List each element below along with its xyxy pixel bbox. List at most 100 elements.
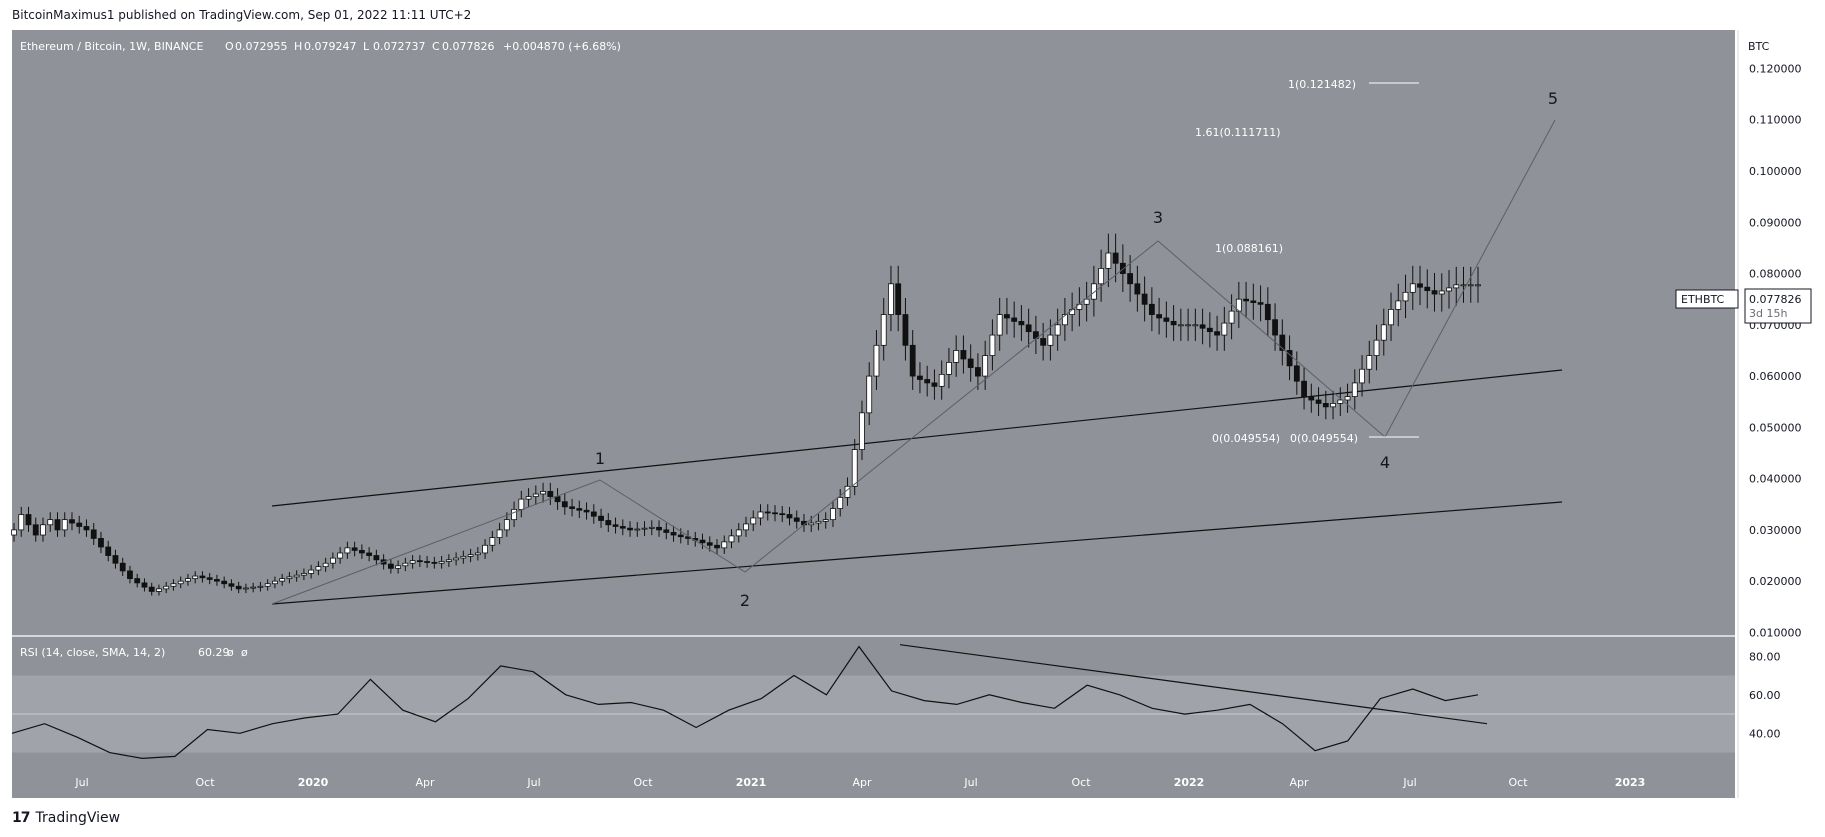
candle-body [438, 561, 445, 564]
candle-body [1424, 286, 1431, 292]
rsi-tick: 60.00 [1749, 689, 1781, 702]
candle-body [917, 375, 923, 380]
tradingview-logo[interactable]: 17 TradingView [12, 807, 120, 829]
candle-body [634, 528, 641, 531]
candle-body [395, 565, 402, 569]
candle-body [808, 522, 815, 526]
candle-body [47, 519, 54, 526]
candle-body [728, 535, 735, 543]
candle-body [1192, 324, 1199, 327]
candle-body [1257, 302, 1264, 305]
candle-body [112, 555, 119, 564]
candle-body [416, 560, 423, 563]
price-tick: 0.010000 [1749, 626, 1802, 639]
candle-body [163, 585, 170, 590]
rsi-trendline [899, 644, 1488, 725]
candle-body [387, 563, 394, 569]
price-axis-bg [1738, 30, 1815, 798]
candle-body [1018, 320, 1025, 326]
candle-body [1330, 403, 1336, 408]
candle-body [619, 526, 626, 529]
candle-body [329, 557, 336, 564]
time-tick: Apr [415, 776, 435, 789]
wave-label: 2 [740, 591, 750, 610]
candle-body [76, 522, 83, 527]
candle-body [358, 550, 365, 554]
candle-body [554, 496, 561, 503]
candle-body [61, 519, 68, 531]
candle-body [590, 511, 597, 517]
symbol-tag-box [1675, 289, 1739, 309]
candle-body [1228, 310, 1235, 324]
candle-body [714, 544, 720, 549]
candle-body [1438, 290, 1445, 295]
candle-body [757, 511, 764, 519]
rsi-tick: 80.00 [1749, 650, 1781, 663]
candle-body [11, 529, 17, 536]
candle-body [880, 314, 887, 346]
currency-label: BTC [1748, 40, 1770, 53]
candle-body [1402, 291, 1409, 302]
candle-body [1025, 324, 1032, 333]
ohlc-value-c: 0.077826 [442, 40, 495, 53]
candle-body [257, 585, 264, 588]
price-tick: 0.090000 [1749, 216, 1802, 229]
candle-body [518, 498, 525, 510]
upper-channel-line [271, 369, 1563, 507]
candle-body [279, 578, 286, 582]
candle-body [243, 587, 249, 590]
candle-body [170, 583, 177, 587]
candle-body [561, 501, 568, 508]
candle-body [648, 526, 655, 529]
candle-body [177, 580, 184, 585]
candle-body [1206, 327, 1213, 333]
candle-body [786, 514, 793, 519]
candle-body [199, 575, 206, 579]
candle-body [409, 560, 416, 564]
candle-body [1119, 262, 1126, 274]
candle-body [221, 580, 228, 585]
candle-body [1148, 303, 1155, 315]
candle-body [69, 519, 75, 524]
candle-body [772, 512, 778, 515]
candle-body [32, 524, 39, 536]
candle-body [301, 573, 307, 576]
ohlc-value-h: 0.079247 [304, 40, 357, 53]
candle-body [866, 375, 873, 414]
bar-countdown: 3d 15h [1749, 307, 1787, 320]
candle-body [996, 314, 1003, 336]
wave-label: 4 [1380, 453, 1390, 472]
price-tick: 0.080000 [1749, 268, 1802, 281]
candle-body [1395, 300, 1402, 310]
candle-body [540, 491, 546, 495]
candle-body [706, 542, 713, 546]
candle-body [859, 412, 865, 450]
candle-body [1177, 324, 1184, 327]
candle-body [1199, 324, 1206, 329]
candle-body [1004, 314, 1010, 319]
candle-body [1337, 399, 1344, 404]
rsi-tick: 40.00 [1749, 727, 1781, 740]
symbol-tag: ETHBTC [1681, 293, 1725, 306]
candle-body [424, 561, 431, 563]
candle-body [605, 520, 612, 526]
candle-body [1322, 403, 1329, 408]
candle-body [474, 552, 481, 556]
tradingview-logo-icon: 17 [12, 810, 31, 826]
time-tick: 2023 [1615, 776, 1646, 789]
price-tick: 0.120000 [1749, 62, 1802, 75]
candle-body [1127, 273, 1134, 285]
fib-label: 1.61(0.111711) [1195, 126, 1281, 139]
candle-body [670, 532, 677, 536]
candle-body [25, 514, 32, 526]
ohlc-key-o: O [225, 40, 234, 53]
candle-body [743, 523, 749, 531]
candle-body [286, 576, 293, 580]
candle-body [1156, 314, 1163, 319]
time-tick: Oct [633, 776, 653, 789]
candle-body [453, 557, 459, 561]
wave-label: 3 [1153, 208, 1163, 227]
last-price-box [1744, 288, 1812, 324]
candle-body [532, 493, 539, 497]
